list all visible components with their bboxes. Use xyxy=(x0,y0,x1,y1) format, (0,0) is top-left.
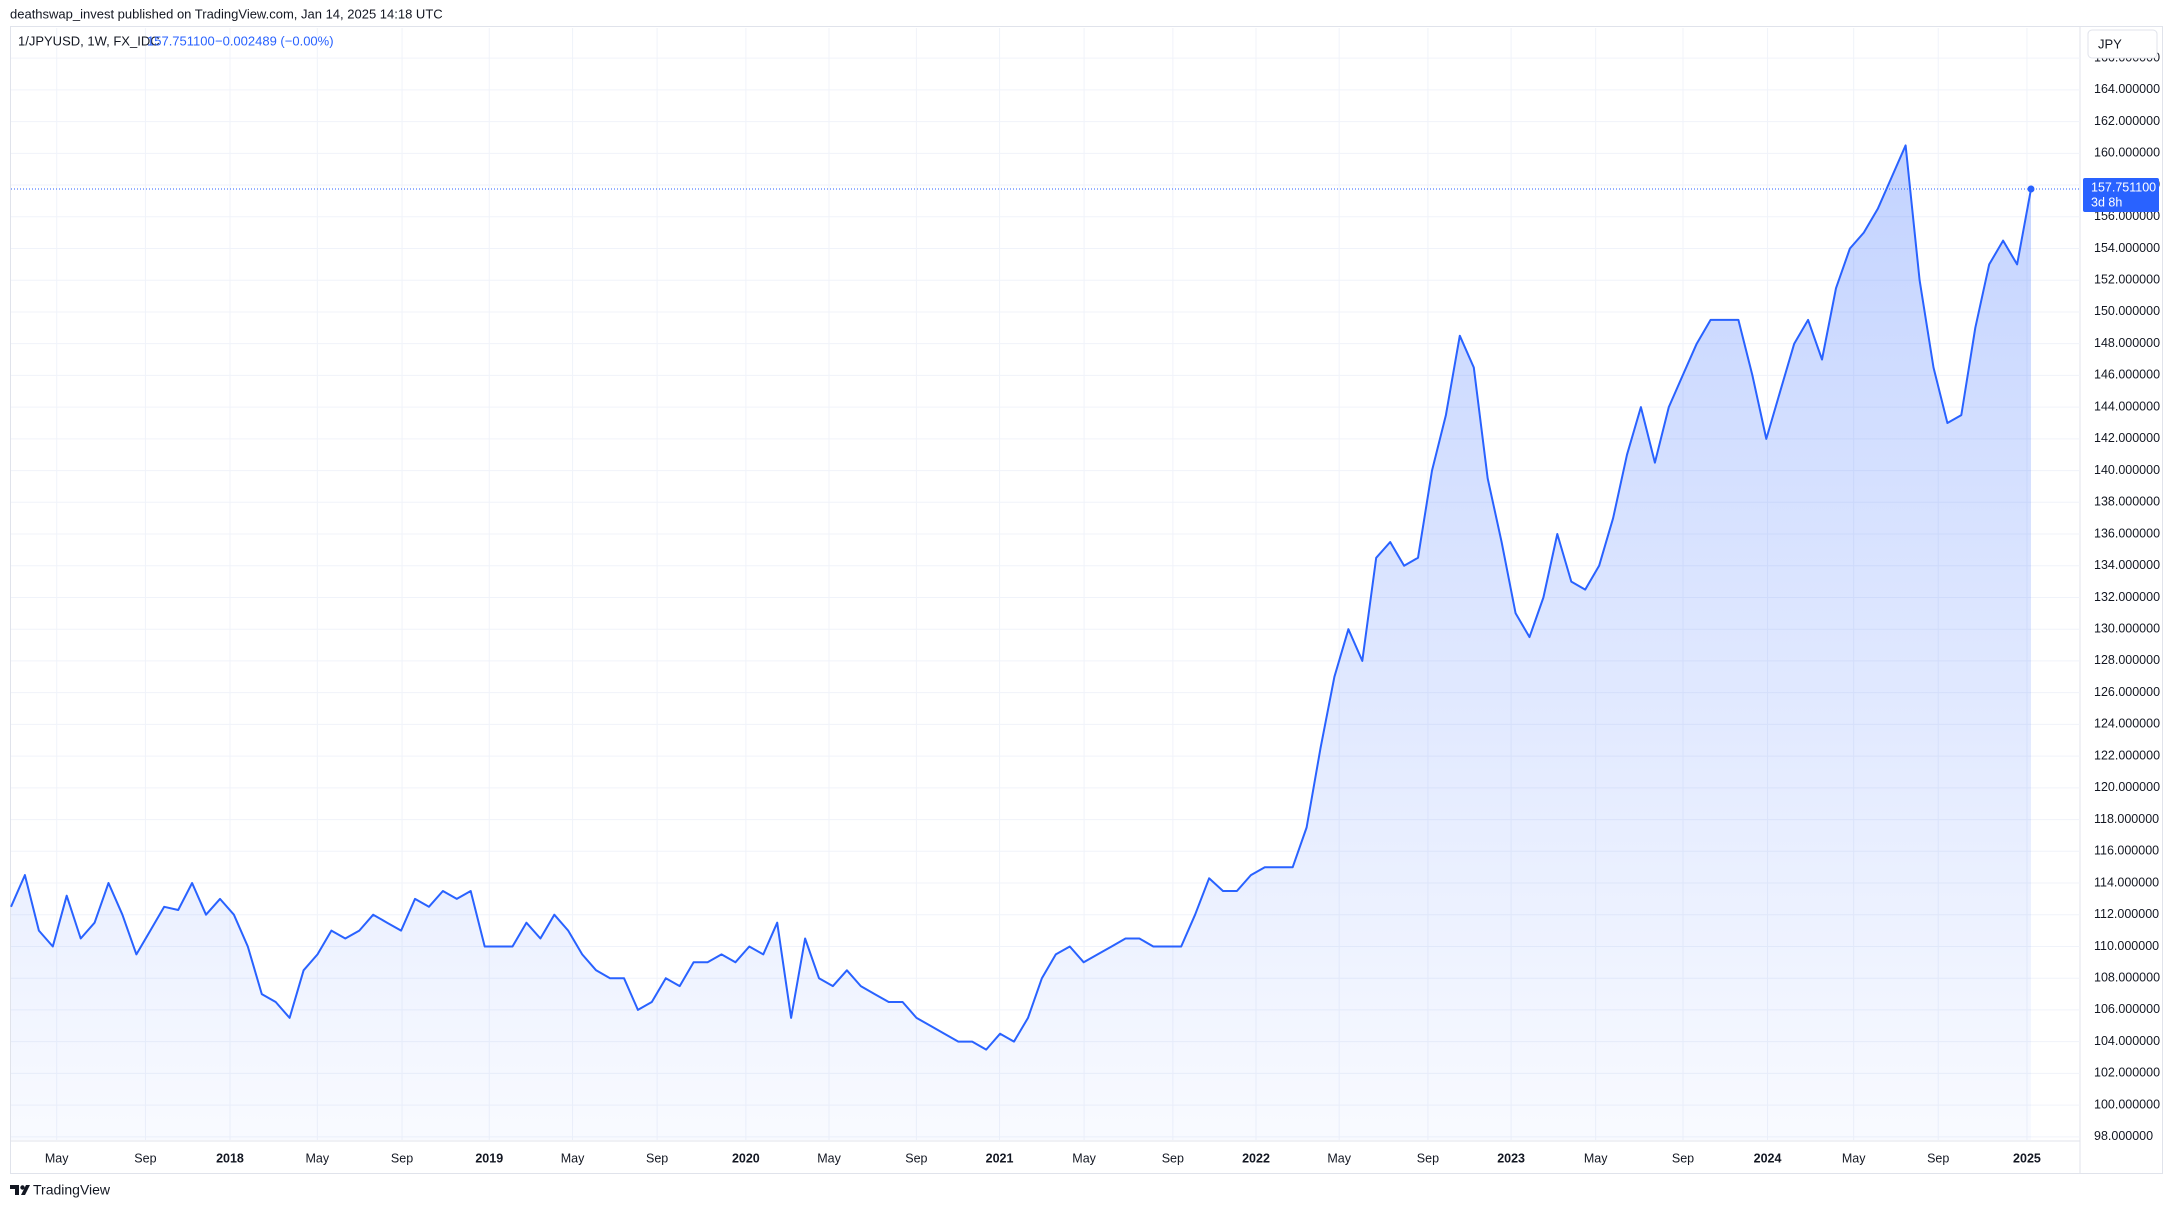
price-badge-box xyxy=(2083,177,2159,212)
y-tick-label: 140.000000 xyxy=(2094,463,2160,477)
y-tick-label: 148.000000 xyxy=(2094,336,2160,350)
x-tick-label: Sep xyxy=(1672,1151,1694,1165)
area-fill xyxy=(11,145,2031,1140)
y-tick-label: 154.000000 xyxy=(2094,241,2160,255)
x-tick-label: Sep xyxy=(1417,1151,1439,1165)
y-tick-label: 118.000000 xyxy=(2094,812,2159,826)
y-tick-label: 130.000000 xyxy=(2094,622,2160,636)
publish-header: deathswap_invest published on TradingVie… xyxy=(10,6,443,21)
x-tick-label: 2018 xyxy=(216,1151,244,1165)
price-badge-countdown: 3d 8h xyxy=(2091,195,2122,209)
x-tick-label: 2019 xyxy=(475,1151,503,1165)
y-tick-label: 122.000000 xyxy=(2094,748,2160,762)
y-tick-label: 108.000000 xyxy=(2094,970,2160,984)
y-tick-label: 112.000000 xyxy=(2094,907,2159,921)
y-tick-label: 114.000000 xyxy=(2094,875,2159,889)
brand-name: TradingView xyxy=(33,1182,111,1198)
brand-logo xyxy=(10,1185,30,1195)
x-tick-label: Sep xyxy=(646,1151,668,1165)
y-tick-label: 156.000000 xyxy=(2094,209,2160,223)
y-tick-label: 98.000000 xyxy=(2094,1129,2153,1143)
currency-button[interactable] xyxy=(2087,29,2158,59)
x-tick-label: 2023 xyxy=(1497,1151,1525,1165)
y-tick-label: 144.000000 xyxy=(2094,399,2160,413)
x-tick-label: May xyxy=(817,1151,841,1165)
x-tick-label: May xyxy=(1072,1151,1096,1165)
symbol-legend: 1/JPYUSD, 1W, FX_IDC xyxy=(18,33,160,48)
price-line xyxy=(10,144,2032,1051)
x-tick-label: May xyxy=(306,1151,330,1165)
x-tick-label: May xyxy=(45,1151,69,1165)
x-tick-label: Sep xyxy=(391,1151,413,1165)
y-tick-label: 124.000000 xyxy=(2094,717,2160,731)
chart-frame xyxy=(10,26,2163,1174)
y-tick-label: 120.000000 xyxy=(2094,780,2160,794)
logo-mark xyxy=(10,1185,19,1195)
logo-mark xyxy=(20,1185,25,1190)
x-tick-label: 2025 xyxy=(2013,1151,2041,1165)
x-tick-label: Sep xyxy=(905,1151,927,1165)
y-tick-label: 162.000000 xyxy=(2094,114,2160,128)
y-tick-label: 116.000000 xyxy=(2094,844,2159,858)
y-tick-label: 128.000000 xyxy=(2094,653,2160,667)
y-tick-label: 150.000000 xyxy=(2094,304,2160,318)
y-tick-label: 102.000000 xyxy=(2094,1066,2160,1080)
y-tick-label: 104.000000 xyxy=(2094,1034,2160,1048)
x-tick-label: Sep xyxy=(1927,1151,1949,1165)
x-tick-label: 2022 xyxy=(1242,1151,1270,1165)
x-tick-label: May xyxy=(1327,1151,1351,1165)
legend-price: 157.751100 xyxy=(147,33,215,48)
currency-label[interactable]: JPY xyxy=(2098,36,2122,51)
x-tick-label: Sep xyxy=(1162,1151,1184,1165)
x-tick-label: 2024 xyxy=(1754,1151,1782,1165)
y-tick-label: 100.000000 xyxy=(2094,1097,2160,1111)
y-tick-label: 136.000000 xyxy=(2094,526,2160,540)
y-tick-label: 146.000000 xyxy=(2094,368,2160,382)
x-tick-label: Sep xyxy=(134,1151,156,1165)
price-badge-label: 157.751100 xyxy=(2091,180,2156,194)
y-tick-label: 110.000000 xyxy=(2094,939,2159,953)
y-tick-label: 142.000000 xyxy=(2094,431,2160,445)
y-tick-label: 164.000000 xyxy=(2094,82,2160,96)
y-tick-label: 138.000000 xyxy=(2094,495,2160,509)
logo-mark xyxy=(21,1185,30,1195)
x-tick-label: May xyxy=(1584,1151,1608,1165)
y-tick-label: 106.000000 xyxy=(2094,1002,2160,1016)
legend-change: −0.002489 (−0.00%) xyxy=(215,33,334,48)
y-tick-label: 152.000000 xyxy=(2094,273,2160,287)
x-tick-label: 2020 xyxy=(732,1151,760,1165)
y-tick-label: 132.000000 xyxy=(2094,590,2160,604)
x-tick-label: 2021 xyxy=(986,1151,1014,1165)
y-tick-label: 134.000000 xyxy=(2094,558,2160,572)
x-tick-label: May xyxy=(561,1151,585,1165)
plot xyxy=(10,144,2080,1140)
y-tick-label: 126.000000 xyxy=(2094,685,2160,699)
y-tick-label: 160.000000 xyxy=(2094,146,2160,160)
x-tick-label: May xyxy=(1842,1151,1866,1165)
